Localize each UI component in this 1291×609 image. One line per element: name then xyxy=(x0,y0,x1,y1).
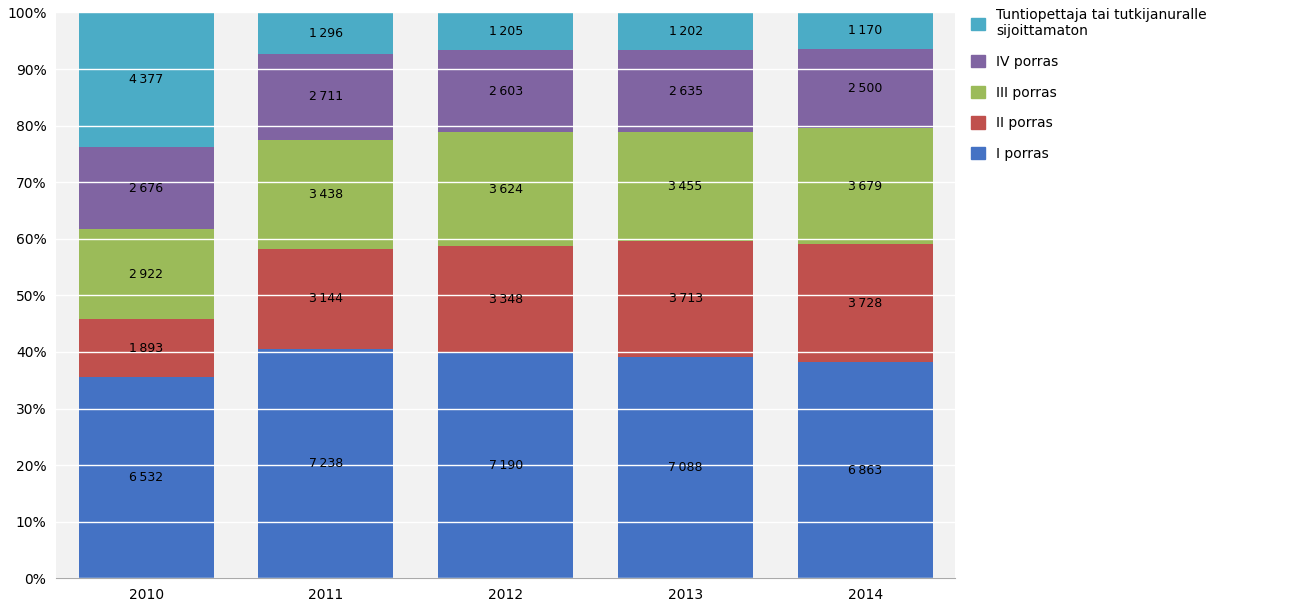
Text: 1 296: 1 296 xyxy=(309,27,343,40)
Text: 2 711: 2 711 xyxy=(309,90,343,103)
Text: 1 893: 1 893 xyxy=(129,342,163,355)
Bar xyxy=(439,51,573,132)
Bar xyxy=(618,12,753,50)
Text: 3 455: 3 455 xyxy=(669,180,702,193)
Bar xyxy=(79,12,213,147)
Text: 4 377: 4 377 xyxy=(129,73,163,86)
Bar xyxy=(798,128,933,244)
Bar xyxy=(439,132,573,247)
Text: 3 624: 3 624 xyxy=(489,183,523,196)
Bar xyxy=(798,49,933,128)
Bar xyxy=(79,230,213,319)
Text: 6 532: 6 532 xyxy=(129,471,163,484)
Legend: Tuntiopettaja tai tutkijanuralle
sijoittamaton, IV porras, III porras, II porras: Tuntiopettaja tai tutkijanuralle sijoitt… xyxy=(971,8,1207,161)
Bar xyxy=(79,319,213,378)
Text: 3 728: 3 728 xyxy=(848,297,883,309)
Text: 7 190: 7 190 xyxy=(488,459,523,471)
Bar xyxy=(618,357,753,579)
Text: 7 238: 7 238 xyxy=(309,457,343,470)
Bar xyxy=(798,362,933,579)
Text: 1 205: 1 205 xyxy=(488,25,523,38)
Bar xyxy=(798,244,933,362)
Bar xyxy=(79,147,213,230)
Text: 3 144: 3 144 xyxy=(309,292,343,305)
Text: 2 603: 2 603 xyxy=(489,85,523,98)
Text: 3 679: 3 679 xyxy=(848,180,883,192)
Text: 3 713: 3 713 xyxy=(669,292,702,305)
Text: 2 922: 2 922 xyxy=(129,268,163,281)
Bar xyxy=(258,54,394,139)
Bar xyxy=(618,50,753,132)
Bar xyxy=(258,248,394,348)
Text: 1 202: 1 202 xyxy=(669,25,702,38)
Bar xyxy=(79,378,213,579)
Text: 2 635: 2 635 xyxy=(669,85,702,98)
Text: 2 676: 2 676 xyxy=(129,181,163,195)
Bar xyxy=(439,352,573,579)
Bar xyxy=(258,139,394,248)
Bar xyxy=(439,12,573,51)
Bar xyxy=(798,12,933,49)
Bar xyxy=(258,12,394,54)
Text: 1 170: 1 170 xyxy=(848,24,883,37)
Bar xyxy=(258,348,394,579)
Text: 6 863: 6 863 xyxy=(848,463,883,477)
Text: 3 348: 3 348 xyxy=(489,293,523,306)
Text: 3 438: 3 438 xyxy=(309,188,343,201)
Bar xyxy=(439,247,573,352)
Bar xyxy=(618,132,753,241)
Text: 2 500: 2 500 xyxy=(848,82,883,95)
Text: 7 088: 7 088 xyxy=(669,461,702,474)
Bar xyxy=(618,241,753,357)
